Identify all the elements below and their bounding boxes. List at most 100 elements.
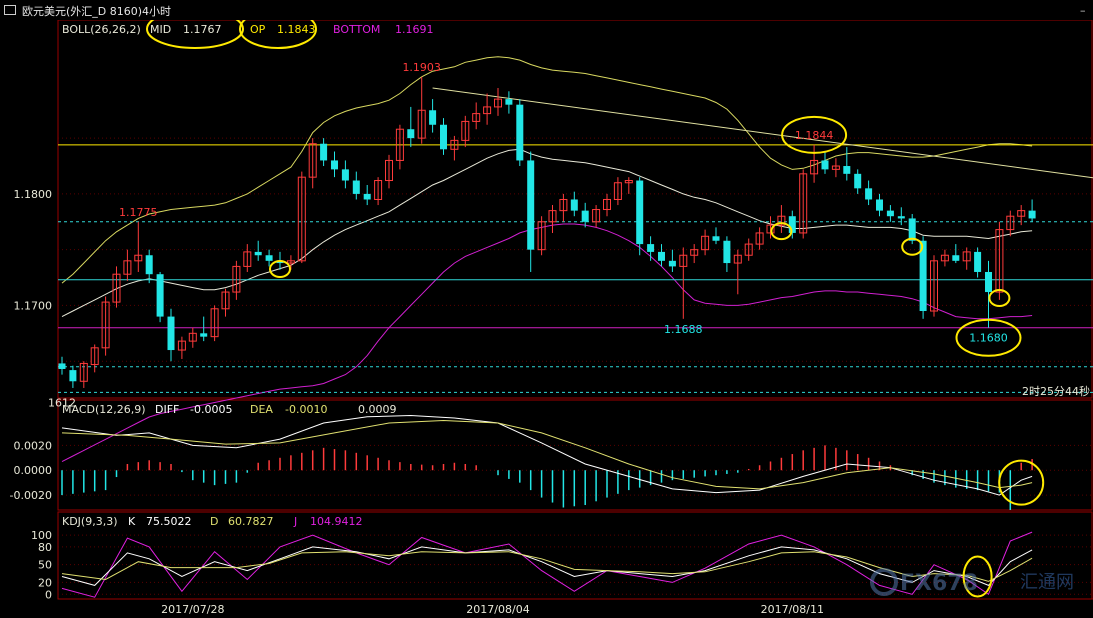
candle-body-up bbox=[940, 254, 949, 262]
candle-body-down bbox=[570, 199, 578, 211]
candle-body-down bbox=[952, 255, 960, 261]
boll-lower-band bbox=[61, 223, 1033, 463]
candle-body-down bbox=[865, 188, 873, 200]
price-y-tick-label: 1.1800 bbox=[14, 188, 53, 201]
boll-mid-label: MID bbox=[150, 23, 171, 36]
kdj-y-tick-label: 50 bbox=[38, 559, 52, 572]
candle-body-down bbox=[341, 169, 349, 181]
x-axis-date-label: 2017/07/28 bbox=[161, 603, 224, 616]
macd-indicator-label: MACD(12,26,9) bbox=[62, 403, 146, 416]
price-annotation-label: 1.1903 bbox=[402, 61, 441, 74]
macd-y-tick-label: 0.0000 bbox=[14, 464, 53, 477]
candle-body-up bbox=[90, 347, 99, 366]
candle-body-up bbox=[733, 254, 742, 264]
candle-body-up bbox=[232, 265, 241, 293]
candle-body-down bbox=[254, 251, 262, 256]
candle-body-down bbox=[352, 180, 360, 194]
candle-body-down bbox=[156, 274, 164, 317]
candle-body-up bbox=[385, 159, 393, 182]
kdj-y-tick-label: 80 bbox=[38, 541, 52, 554]
candle-body-up bbox=[308, 143, 317, 178]
candle-body-up bbox=[744, 243, 753, 256]
candle-body-down bbox=[647, 244, 655, 252]
candle-body-up bbox=[799, 173, 808, 234]
macd-diff-line bbox=[61, 414, 1033, 496]
candle-body-down bbox=[407, 129, 415, 139]
price-annotation-label: 1.1688 bbox=[664, 323, 703, 336]
annotation-highlight-circle bbox=[955, 318, 1022, 357]
candle-body-up bbox=[624, 180, 633, 184]
price-annotation-label: 1.1844 bbox=[795, 129, 834, 142]
candle-body-up bbox=[221, 291, 230, 310]
candle-body-down bbox=[516, 104, 524, 161]
candle-body-up bbox=[395, 128, 404, 161]
minimize-button[interactable]: – bbox=[1080, 4, 1086, 17]
candle-body-up bbox=[101, 301, 110, 349]
candle-body-up bbox=[177, 340, 186, 351]
candle-body-up bbox=[766, 224, 775, 234]
price-annotation-label: 1.1775 bbox=[119, 206, 158, 219]
boll-mid-band bbox=[61, 148, 1033, 318]
annotation-highlight-circle bbox=[781, 115, 848, 154]
descending-trendline bbox=[432, 87, 1093, 179]
candle-highlight-circle bbox=[770, 222, 793, 241]
macd-diff-label: DIFF bbox=[155, 403, 179, 416]
watermark-globe-icon bbox=[870, 568, 898, 596]
boll-mid-value: 1.1767 bbox=[183, 23, 222, 36]
candle-body-up bbox=[679, 254, 688, 267]
candle-body-down bbox=[429, 110, 437, 125]
top-header-highlight-circle bbox=[239, 20, 317, 49]
candle-body-up bbox=[243, 251, 252, 267]
candle-body-down bbox=[985, 271, 992, 293]
candle-body-down bbox=[527, 160, 535, 250]
kdj-d-line bbox=[61, 551, 1033, 582]
candle-body-up bbox=[374, 180, 383, 200]
kdj-d-value: 60.7827 bbox=[228, 515, 274, 528]
candle-body-down bbox=[331, 160, 338, 170]
candle-body-up bbox=[831, 165, 840, 170]
candle-body-down bbox=[440, 124, 447, 150]
candle-body-down bbox=[854, 173, 862, 189]
price-annotation-label: 1.1680 bbox=[969, 332, 1008, 345]
fx678-watermark: FX678 汇通网 bbox=[870, 568, 1074, 596]
candle-body-down bbox=[145, 255, 153, 275]
candle-body-down bbox=[723, 240, 731, 264]
countdown-timer: 2时25分44秒 bbox=[1022, 384, 1090, 398]
kdj-y-tick-label: 100 bbox=[31, 529, 52, 542]
pane-frame-0 bbox=[57, 20, 1093, 399]
price-annotation-label: 1612 bbox=[48, 396, 76, 409]
candle-body-up bbox=[461, 120, 470, 141]
candle-body-up bbox=[995, 229, 1004, 293]
candle-body-down bbox=[788, 216, 796, 233]
price-y-tick-label: 1.1700 bbox=[14, 299, 53, 312]
candle-body-down bbox=[320, 143, 328, 161]
candle-body-down bbox=[821, 160, 829, 170]
x-axis-date-label: 2017/08/11 bbox=[761, 603, 824, 616]
candle-highlight-circle bbox=[901, 237, 924, 256]
candle-body-down bbox=[636, 180, 644, 245]
candle-body-up bbox=[112, 273, 121, 303]
title-bar: 欧元美元(外汇_D 8160)4小时 – bbox=[0, 0, 1093, 20]
candle-body-down bbox=[505, 99, 513, 105]
candle-body-up bbox=[755, 232, 764, 245]
macd-diff-value: -0.0005 bbox=[190, 403, 232, 416]
candle-body-up bbox=[483, 106, 492, 115]
watermark-text: FX678 bbox=[900, 571, 978, 596]
candle-body-up bbox=[1006, 215, 1015, 231]
candle-body-down bbox=[69, 370, 77, 382]
candle-body-up bbox=[559, 198, 568, 212]
macd-y-tick-label: 0.0020 bbox=[14, 439, 53, 452]
window-icon bbox=[4, 5, 16, 15]
candle-body-down bbox=[843, 166, 851, 174]
kdj-indicator-label: KDJ(9,3,3) bbox=[62, 515, 118, 528]
candle-body-up bbox=[210, 308, 219, 338]
candle-body-down bbox=[974, 251, 982, 272]
mid-header-highlight-circle bbox=[146, 20, 244, 49]
candle-body-down bbox=[167, 316, 175, 351]
candle-body-up bbox=[810, 159, 819, 175]
kdj-d-label: D bbox=[210, 515, 218, 528]
candle-body-up bbox=[930, 260, 938, 312]
candle-body-up bbox=[450, 139, 459, 150]
candle-body-down bbox=[876, 199, 883, 211]
